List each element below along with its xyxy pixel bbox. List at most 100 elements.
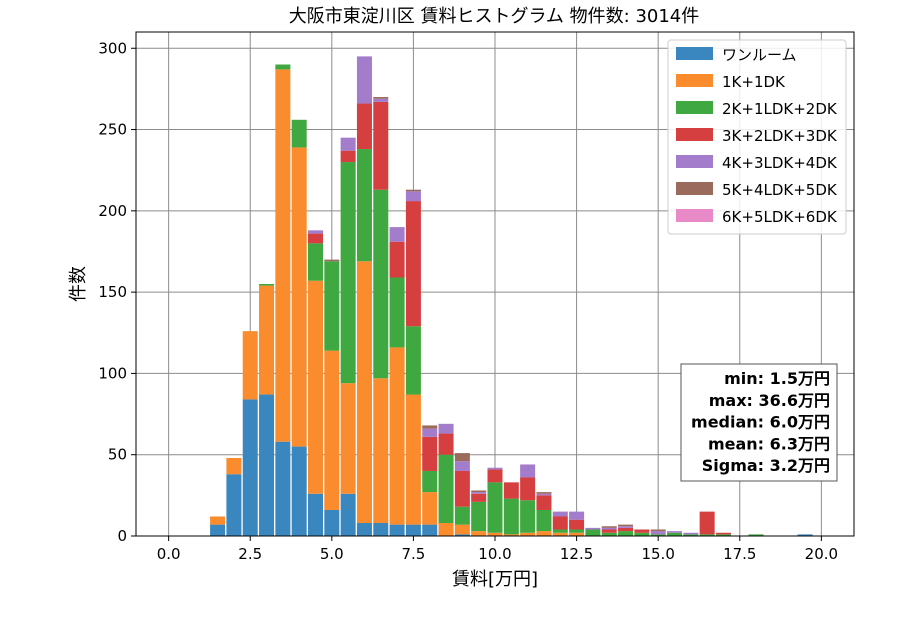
bar-segment-series-4: [373, 98, 389, 102]
bar-segment-series-1: [422, 492, 438, 525]
bar-segment-series-1: [569, 532, 585, 536]
stats-frame: [680, 363, 838, 482]
bar-segment-series-4: [666, 531, 683, 533]
chart-title: 大阪市東淀川区 賃料ヒストグラム 物件数: 3014件: [289, 6, 700, 27]
legend-label: 3K+2LDK+3DK: [722, 127, 838, 145]
bar-segment-series-2: [259, 284, 275, 286]
bar-segment-series-4: [520, 464, 536, 478]
legend-swatch: [676, 182, 713, 195]
bar-segment-series-3: [536, 495, 552, 510]
bar-segment-series-1: [226, 457, 242, 475]
bar-segment-series-2: [356, 149, 372, 262]
y-tick-label: 200: [98, 202, 127, 220]
y-tick-label: 250: [98, 121, 127, 139]
bar-segment-series-0: [324, 509, 340, 536]
x-tick-label: 2.5: [238, 545, 262, 563]
bar-segment-series-4: [487, 467, 503, 470]
x-tick-label: 7.5: [401, 545, 425, 563]
bar-segment-series-4: [454, 461, 470, 471]
bar-segment-series-1: [520, 532, 536, 536]
bar-segment-series-5: [650, 529, 666, 532]
bar-segment-series-1: [242, 331, 258, 400]
y-tick-label: 150: [98, 283, 127, 301]
bar-segment-series-4: [552, 511, 568, 517]
legend-label: 1K+1DK: [722, 73, 786, 91]
bar-segment-series-0: [340, 493, 356, 536]
bar-segment-series-2: [569, 529, 585, 533]
histogram-bars: [210, 56, 813, 536]
bar-segment-series-2: [275, 64, 291, 70]
bar-segment-series-4: [601, 527, 617, 530]
bar-segment-series-1: [389, 347, 405, 525]
bar-segment-series-1: [307, 280, 324, 494]
legend-swatch: [676, 155, 713, 168]
bar-segment-series-4: [356, 56, 372, 104]
bar-segment-series-5: [454, 453, 470, 462]
bar-segment-series-0: [454, 534, 470, 536]
bar-segment-series-2: [307, 243, 324, 281]
bar-segment-series-3: [618, 527, 634, 532]
stats-box: min: 1.5万円 max: 36.6万円 median: 6.0万円 mean: …: [680, 363, 838, 482]
bar-segment-series-2: [650, 534, 666, 536]
legend-label: 6K+5LDK+6DK: [722, 208, 838, 226]
bar-segment-series-0: [226, 474, 242, 536]
bar-segment-series-1: [259, 285, 275, 395]
y-axis-ticks: 0 50 100 150 200 250 300: [98, 39, 136, 545]
bar-segment-series-2: [324, 261, 340, 351]
bar-segment-series-2: [618, 531, 634, 536]
legend: ワンルーム 1K+1DK 2K+1LDK+2DK 3K+2LDK+3DK 4K+3LDK…: [667, 39, 847, 235]
bar-segment-series-1: [503, 534, 519, 536]
bar-segment-series-4: [569, 511, 585, 520]
bar-segment-series-2: [585, 529, 601, 536]
bar-segment-series-4: [307, 230, 324, 234]
bar-segment-series-0: [373, 522, 389, 536]
stats-line: median: 6.0万円: [691, 413, 830, 432]
x-tick-label: 0.0: [157, 545, 181, 563]
bar-segment-series-2: [536, 509, 552, 532]
bar-segment-series-5: [471, 490, 487, 493]
x-tick-label: 17.5: [723, 545, 756, 563]
bar-segment-series-4: [438, 423, 454, 434]
bar-segment-series-3: [471, 493, 487, 502]
bar-segment-series-2: [683, 534, 699, 536]
bar-segment-series-2: [405, 326, 421, 395]
y-tick-label: 0: [117, 527, 127, 545]
bar-segment-series-4: [683, 532, 699, 535]
bar-segment-series-3: [405, 201, 421, 327]
bar-segment-series-4: [389, 227, 405, 242]
bar-segment-series-2: [666, 532, 683, 536]
stats-line: Sigma: 3.2万円: [702, 456, 830, 475]
bar-segment-series-5: [405, 189, 421, 192]
bar-segment-series-0: [356, 522, 372, 536]
bar-segment-series-3: [715, 532, 731, 535]
bar-segment-series-3: [373, 101, 389, 190]
bar-segment-series-3: [601, 529, 617, 533]
bar-segment-series-2: [748, 534, 764, 536]
bar-segment-series-3: [634, 529, 650, 533]
stats-line: mean: 6.3万円: [708, 434, 830, 453]
bar-segment-series-5: [373, 97, 389, 99]
bar-segment-series-4: [585, 527, 601, 530]
bar-segment-series-0: [307, 493, 324, 536]
bar-segment-series-1: [275, 69, 291, 442]
bar-segment-series-5: [422, 425, 438, 429]
bar-segment-series-0: [405, 524, 421, 536]
legend-label: 4K+3LDK+4DK: [722, 154, 838, 172]
legend-swatch: [676, 128, 713, 141]
bar-segment-series-4: [340, 137, 356, 151]
legend-swatch: [676, 47, 713, 60]
bar-segment-series-2: [340, 162, 356, 384]
y-tick-label: 100: [98, 364, 127, 382]
bar-segment-series-1: [536, 531, 552, 536]
bar-segment-series-2: [634, 532, 650, 536]
legend-swatch: [676, 101, 713, 114]
stats-line: min: 1.5万円: [724, 369, 830, 388]
x-tick-label: 5.0: [320, 545, 344, 563]
x-tick-label: 10.0: [478, 545, 511, 563]
legend-label: 5K+4LDK+5DK: [722, 181, 838, 199]
bar-segment-series-1: [487, 532, 503, 536]
bar-segment-series-2: [438, 454, 454, 523]
bar-segment-series-3: [487, 469, 503, 483]
bar-segment-series-2: [373, 189, 389, 379]
